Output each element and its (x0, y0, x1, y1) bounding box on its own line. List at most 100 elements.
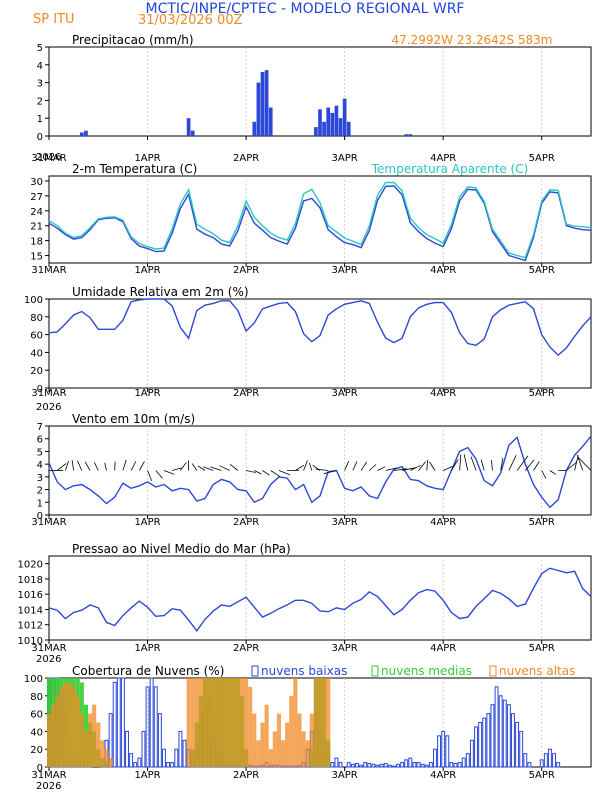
cloud-bar-low (478, 722, 483, 768)
cloud-bar-high (260, 722, 265, 767)
y-tick-label: 60 (30, 710, 43, 721)
panel-title: Precipitacao (mm/h) (72, 33, 194, 47)
cloud-bar-low (375, 764, 380, 768)
cloud-bar-high (104, 749, 109, 767)
wind-barb (429, 461, 436, 471)
cloud-bar-low (515, 722, 520, 768)
cloud-bar-high (309, 713, 314, 767)
y-tick-label: 2 (37, 96, 43, 107)
y-tick-label: 5 (37, 43, 43, 54)
y-tick-label: 1020 (18, 560, 43, 571)
cloud-bar-low (453, 762, 458, 768)
x-tick-label: 2APR (233, 517, 259, 528)
cloud-bar-low (433, 748, 437, 768)
y-tick-label: 20 (30, 745, 43, 756)
wind-barb (270, 470, 281, 477)
wind-barb (549, 470, 557, 475)
panel-2: 31MAR1APR2APR3APR4APR5APR6APR15182124273… (30, 162, 592, 276)
x-tick-label: 4APR (430, 153, 456, 164)
cloud-bar-low (120, 677, 125, 768)
series-line (48, 567, 592, 632)
wind-barb (155, 470, 163, 479)
precip-bar (80, 132, 84, 136)
chart-main-title: MCTIC/INPE/CPTEC - MODELO REGIONAL WRF (146, 1, 465, 17)
series-line (48, 185, 592, 262)
wind-barb (470, 456, 477, 471)
cloud-bar-high (215, 678, 220, 767)
x-year-label: 2026 (36, 402, 61, 413)
precip-bar (190, 130, 195, 136)
x-tick-label: 31MAR (31, 388, 66, 399)
wind-barb (352, 461, 358, 471)
cloud-bar-low (182, 739, 187, 768)
wind-barb (180, 462, 187, 471)
cloud-bar-high (207, 678, 212, 767)
x-tick-label: 5APR (529, 153, 555, 164)
legend-swatch (371, 665, 379, 677)
x-tick-label: 4APR (430, 643, 456, 654)
cloud-bar-low (350, 763, 355, 768)
x-tick-label: 3APR (332, 517, 358, 528)
wind-barb (122, 459, 127, 471)
cloud-bar-high (276, 713, 281, 767)
y-tick-label: 24 (30, 207, 43, 218)
y-tick-label: 60 (30, 331, 43, 342)
panel-6: 31MAR1APR2APR3APR4APR5APR6APR20260204060… (24, 664, 592, 792)
cloud-bar-low (145, 686, 150, 768)
wind-barb (377, 466, 386, 471)
y-tick-label: 3 (37, 79, 43, 90)
cloud-bar-high (268, 749, 273, 767)
wind-barb (191, 463, 198, 471)
wind-barb (278, 470, 291, 476)
x-tick-label: 1APR (134, 388, 160, 399)
cloud-bar-high (219, 678, 224, 767)
wind-barb (315, 468, 329, 471)
plot-frame (48, 298, 592, 389)
wind-barb (451, 459, 459, 471)
cloud-bar-high (264, 704, 269, 767)
cloud-bar-low (355, 762, 359, 768)
panel-title: Umidade Relativa em 2m (%) (72, 285, 249, 299)
x-tick-label: 1APR (134, 153, 160, 164)
cloud-bar-high (63, 682, 68, 767)
x-tick-label: 4APR (430, 770, 456, 781)
wind-barb (533, 461, 540, 471)
wind-barb (262, 470, 270, 476)
precip-bar (84, 130, 88, 136)
cloud-bar-low (502, 699, 507, 768)
wind-barb (323, 470, 337, 475)
cloud-bar-high (280, 740, 286, 767)
y-tick-label: 6 (37, 435, 43, 446)
y-tick-label: 1012 (18, 621, 43, 632)
cloud-bar-low (420, 763, 425, 768)
wind-barb (459, 454, 462, 471)
wind-barb (418, 461, 426, 471)
cloud-bar-low (469, 739, 474, 768)
wind-barb (385, 467, 397, 471)
cloud-bar-high (301, 731, 306, 767)
legend-label: nuvens baixas (261, 664, 347, 678)
wind-barb (500, 458, 504, 471)
y-tick-label: 1018 (18, 575, 43, 586)
cloud-bar-high (285, 722, 290, 767)
y-tick-label: 7 (37, 422, 43, 433)
panel-4: 31MAR1APR2APR3APR4APR5APR6APR01234567Ven… (31, 412, 592, 528)
y-tick-label: 1 (37, 498, 43, 509)
y-tick-label: 100 (24, 295, 43, 306)
cloud-bar-high (71, 686, 76, 767)
cloud-bar-low (449, 762, 454, 768)
cloud-bar-high (100, 740, 105, 767)
wind-barb (369, 464, 377, 471)
wind-barb (65, 460, 69, 471)
cloud-bar-high (96, 722, 101, 767)
cloud-bar-low (474, 726, 478, 768)
cloud-bar-low (383, 762, 388, 768)
precip-bar (326, 107, 331, 136)
cloud-bar-low (157, 713, 162, 768)
y-tick-label: 5 (37, 447, 43, 458)
cloud-bar-low (178, 730, 183, 768)
wind-barb (104, 462, 107, 471)
cloud-bar-high (198, 678, 203, 767)
y-tick-label: 0 (37, 384, 43, 395)
y-tick-label: 30 (30, 177, 43, 188)
